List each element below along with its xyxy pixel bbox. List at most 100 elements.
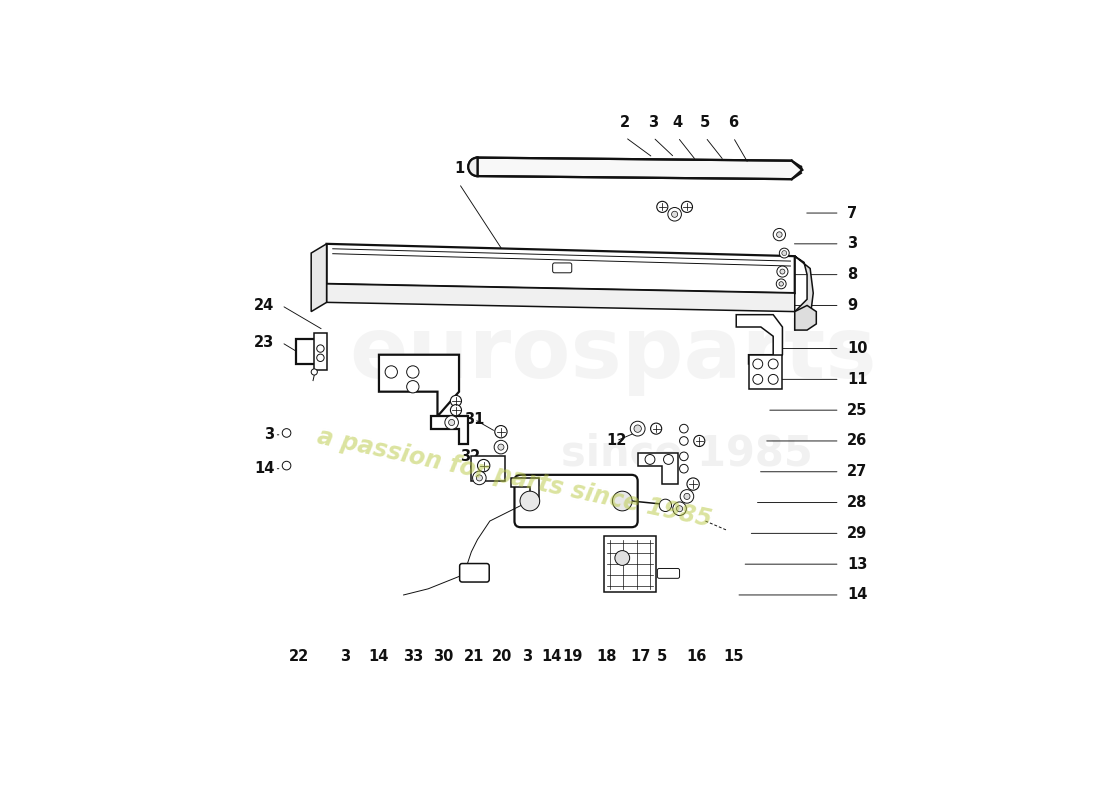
Circle shape <box>768 374 778 384</box>
FancyBboxPatch shape <box>296 339 326 364</box>
Circle shape <box>450 405 462 416</box>
Circle shape <box>444 416 459 430</box>
Circle shape <box>680 464 689 473</box>
Text: eurosparts: eurosparts <box>349 314 877 396</box>
Circle shape <box>777 266 788 277</box>
Text: 14: 14 <box>254 461 274 476</box>
Circle shape <box>780 269 785 274</box>
Text: 6: 6 <box>728 115 738 130</box>
Circle shape <box>659 499 671 511</box>
Text: 3: 3 <box>847 236 857 251</box>
Circle shape <box>283 429 290 438</box>
Text: 14: 14 <box>847 587 868 602</box>
Circle shape <box>686 478 700 490</box>
Circle shape <box>773 229 785 241</box>
Text: 3: 3 <box>521 649 532 664</box>
Text: 17: 17 <box>630 649 651 664</box>
Circle shape <box>680 424 689 433</box>
Circle shape <box>615 550 629 566</box>
Text: 26: 26 <box>847 434 868 449</box>
Circle shape <box>407 366 419 378</box>
Circle shape <box>283 462 290 470</box>
Circle shape <box>676 506 683 512</box>
Text: 12: 12 <box>606 434 626 449</box>
Circle shape <box>672 211 678 218</box>
Polygon shape <box>327 244 794 293</box>
Text: 4: 4 <box>672 115 683 130</box>
Circle shape <box>681 202 693 213</box>
Text: 29: 29 <box>847 526 868 541</box>
Text: 16: 16 <box>686 649 706 664</box>
Circle shape <box>684 494 690 499</box>
Circle shape <box>680 452 689 461</box>
Circle shape <box>449 419 454 426</box>
FancyBboxPatch shape <box>460 563 490 582</box>
Polygon shape <box>638 454 678 484</box>
Text: 20: 20 <box>492 649 513 664</box>
Circle shape <box>520 491 540 511</box>
Circle shape <box>473 471 486 485</box>
Circle shape <box>779 282 783 286</box>
Circle shape <box>495 426 507 438</box>
FancyBboxPatch shape <box>315 333 327 370</box>
Polygon shape <box>327 284 794 311</box>
Text: 9: 9 <box>847 298 857 313</box>
Text: 18: 18 <box>596 649 617 664</box>
Text: 5: 5 <box>657 649 668 664</box>
Circle shape <box>779 248 789 258</box>
FancyBboxPatch shape <box>658 569 680 578</box>
Circle shape <box>476 475 483 481</box>
Circle shape <box>613 491 632 511</box>
Circle shape <box>630 422 645 436</box>
Circle shape <box>680 437 689 446</box>
Circle shape <box>311 369 317 375</box>
Polygon shape <box>311 244 327 311</box>
Text: 27: 27 <box>847 464 868 479</box>
Text: 3: 3 <box>648 115 658 130</box>
Text: 2: 2 <box>620 115 630 130</box>
Circle shape <box>673 502 686 515</box>
Text: 25: 25 <box>847 402 868 418</box>
Polygon shape <box>471 456 505 481</box>
Circle shape <box>782 250 786 255</box>
Circle shape <box>407 381 419 393</box>
Polygon shape <box>378 354 459 416</box>
Text: 8: 8 <box>847 267 857 282</box>
Text: 15: 15 <box>723 649 744 664</box>
Text: 33: 33 <box>403 649 424 664</box>
Circle shape <box>317 354 324 362</box>
Text: 30: 30 <box>433 649 454 664</box>
Text: 28: 28 <box>847 495 868 510</box>
Circle shape <box>498 444 504 450</box>
Text: 11: 11 <box>847 372 868 387</box>
Circle shape <box>668 207 681 221</box>
Circle shape <box>694 435 705 446</box>
Circle shape <box>777 232 782 238</box>
FancyBboxPatch shape <box>604 537 656 592</box>
Polygon shape <box>512 478 539 502</box>
Text: 23: 23 <box>254 335 274 350</box>
Text: 21: 21 <box>464 649 485 664</box>
Circle shape <box>663 454 673 464</box>
Polygon shape <box>736 314 782 364</box>
Circle shape <box>768 359 778 369</box>
Text: 32: 32 <box>460 449 481 464</box>
Text: 14: 14 <box>541 649 562 664</box>
Text: 22: 22 <box>288 649 309 664</box>
Circle shape <box>645 454 654 464</box>
Circle shape <box>657 202 668 213</box>
Circle shape <box>680 490 694 503</box>
Text: 7: 7 <box>847 206 857 221</box>
Polygon shape <box>794 306 816 330</box>
Text: 1: 1 <box>454 161 464 176</box>
Circle shape <box>752 374 762 384</box>
Circle shape <box>650 423 662 434</box>
Circle shape <box>317 345 324 352</box>
Text: 14: 14 <box>368 649 389 664</box>
Text: a passion for parts since 1985: a passion for parts since 1985 <box>315 424 714 531</box>
Circle shape <box>752 359 762 369</box>
FancyBboxPatch shape <box>515 475 638 527</box>
Text: 13: 13 <box>847 557 868 572</box>
Polygon shape <box>748 354 782 389</box>
Polygon shape <box>431 416 469 444</box>
